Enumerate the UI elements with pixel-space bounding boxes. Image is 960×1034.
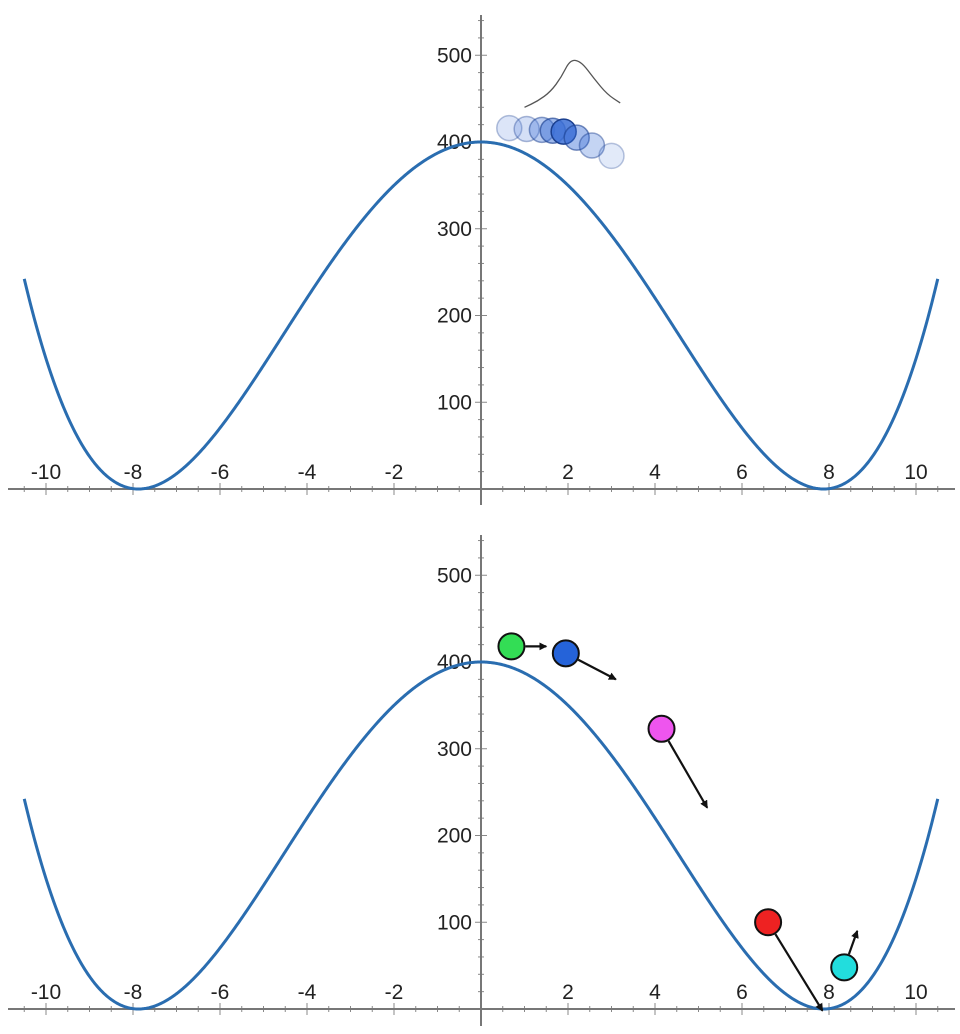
top-x-tick-label: -6 [211,461,230,484]
bottom-x-tick-label: 6 [736,981,748,1004]
bottom-x-tick-label: -8 [124,981,143,1004]
top-x-tick-label: 2 [562,461,574,484]
top-distribution-curve [524,59,621,108]
red-ball [754,908,783,937]
ghost-ball [563,124,590,151]
bottom-y-tick-label: 500 [437,564,472,587]
top-potential-curve [22,140,940,491]
top-x-tick-label: 8 [823,461,835,484]
bottom-y-tick-label: 200 [437,825,472,848]
bottom-x-tick-label: 2 [562,981,574,1004]
blue-ball [551,639,580,668]
top-x-tick-label: -4 [298,461,317,484]
ghost-ball [513,115,540,143]
ghost-ball [496,114,523,142]
red-ball-arrow [774,933,824,1012]
top-x-tick-label: -10 [31,461,61,484]
bottom-balls [497,632,859,1012]
top-x-tick-label: 10 [904,461,927,484]
bottom-y-tick-label: 300 [437,738,472,761]
blue-ball-arrow [577,658,617,681]
top-x-tick-label: 6 [736,461,748,484]
bottom-x-tick-label: 8 [823,981,835,1004]
cyan-ball-arrow [847,929,859,955]
top-ghost-balls [496,114,625,170]
bottom-x-tick-label: -6 [211,981,230,1004]
top-y-tick-label: 500 [437,44,472,67]
ghost-ball [578,132,606,159]
bottom-x-tick-label: -2 [385,981,404,1004]
top-y-tick-label: 100 [437,391,472,414]
top-x-tick-label: 4 [649,461,661,484]
top-y-tick-label: 300 [437,218,472,241]
bottom-x-tick-label: -4 [298,981,317,1004]
magenta-ball-arrow [667,740,709,809]
bottom-y-tick-label: 100 [437,911,472,934]
green-ball [497,632,526,661]
top-y-tick-label: 200 [437,305,472,328]
ghost-ball [550,118,577,145]
bottom-x-tick-label: 10 [904,981,927,1004]
ghost-ball [598,142,625,170]
bottom-x-tick-label: 4 [649,981,661,1004]
bottom-potential-curve [22,660,940,1011]
cyan-ball [830,953,859,982]
bottom-x-tick-label: -10 [31,981,61,1004]
magenta-ball [647,714,676,743]
top-x-tick-label: -8 [124,461,143,484]
top-x-tick-label: -2 [385,461,404,484]
